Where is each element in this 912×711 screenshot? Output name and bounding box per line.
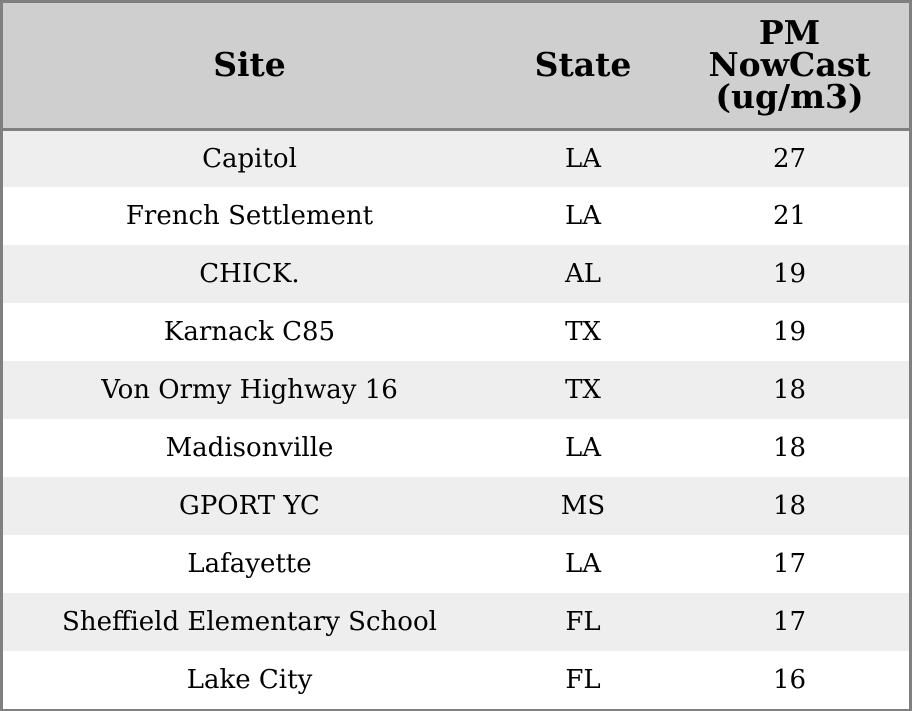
cell-site: Capitol xyxy=(202,143,297,174)
cell-site: French Settlement xyxy=(125,201,374,231)
cell-state: FL xyxy=(565,665,601,695)
cell-pm: 18 xyxy=(772,433,807,463)
cell-site: Lake City xyxy=(186,665,313,695)
header-state: State xyxy=(496,3,670,131)
header-site: Site xyxy=(3,3,496,131)
table-row: Sheffield Elementary School FL 17 xyxy=(3,593,909,651)
cell-state: MS xyxy=(560,491,606,521)
cell-site: Lafayette xyxy=(187,549,312,579)
cell-state: LA xyxy=(564,549,602,579)
table-header-row: Site State PM NowCast (ug/m3) xyxy=(3,3,909,131)
cell-pm: 16 xyxy=(772,665,807,695)
table-row: French Settlement LA 21 xyxy=(3,187,909,245)
table-row: CHICK. AL 19 xyxy=(3,245,909,303)
header-pm-nowcast: PM NowCast (ug/m3) xyxy=(670,3,909,131)
cell-site: Von Ormy Highway 16 xyxy=(101,375,398,405)
table-row: Madisonville LA 18 xyxy=(3,419,909,477)
table-row: GPORT YC MS 18 xyxy=(3,477,909,535)
cell-site: Sheffield Elementary School xyxy=(62,607,437,637)
table-row: Lake City FL 16 xyxy=(3,651,909,709)
cell-pm: 18 xyxy=(772,491,807,521)
cell-site: Karnack C85 xyxy=(163,317,336,347)
cell-pm: 27 xyxy=(772,143,807,174)
cell-pm: 18 xyxy=(772,375,807,405)
cell-pm: 17 xyxy=(772,607,807,637)
cell-site: Madisonville xyxy=(165,433,334,463)
table-row: Lafayette LA 17 xyxy=(3,535,909,593)
table-body: Capitol LA 27 French Settlement LA 21 CH… xyxy=(3,129,909,709)
pm-nowcast-table: Site State PM NowCast (ug/m3) Capitol LA… xyxy=(3,3,909,709)
cell-site: GPORT YC xyxy=(179,491,320,521)
cell-site: CHICK. xyxy=(199,259,300,289)
header-pm-line-2: NowCast xyxy=(708,45,871,85)
table-row: Von Ormy Highway 16 TX 18 xyxy=(3,361,909,419)
cell-state: AL xyxy=(564,259,602,289)
header-pm-line-3: (ug/m3) xyxy=(715,77,864,117)
cell-state: TX xyxy=(565,317,601,347)
cell-state: LA xyxy=(564,433,602,463)
cell-state: TX xyxy=(565,375,601,405)
cell-pm: 19 xyxy=(772,259,807,289)
header-pm-line-1: PM xyxy=(758,13,821,53)
cell-state: LA xyxy=(564,143,602,174)
cell-pm: 17 xyxy=(772,549,807,579)
table-row: Karnack C85 TX 19 xyxy=(3,303,909,361)
cell-state: FL xyxy=(565,607,601,637)
cell-pm: 19 xyxy=(772,317,807,347)
cell-state: LA xyxy=(564,201,602,231)
table-row: Capitol LA 27 xyxy=(3,129,909,187)
cell-pm: 21 xyxy=(772,201,807,231)
